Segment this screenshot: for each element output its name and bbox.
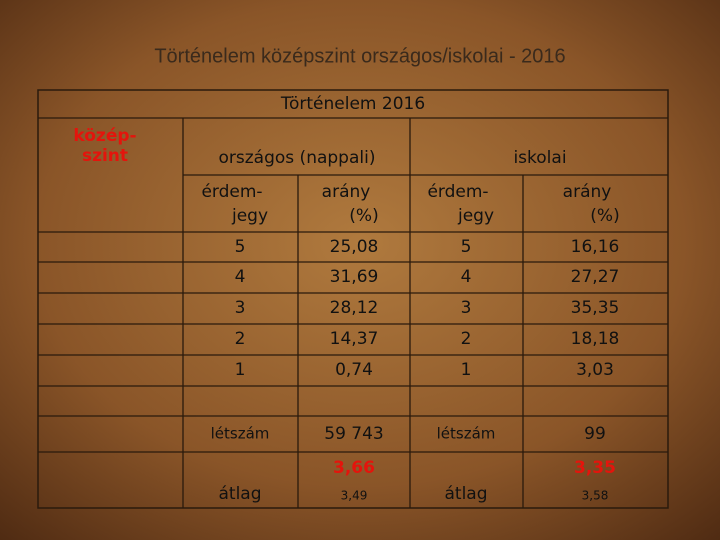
cell: 0,74 — [335, 360, 373, 380]
cell: 27,27 — [571, 267, 620, 287]
cell: 59 743 — [324, 424, 383, 444]
cell: 25,08 — [330, 237, 379, 257]
cell: létszám — [211, 425, 270, 443]
column-header: érdem- — [201, 182, 262, 202]
table-caption: Történelem 2016 — [280, 94, 425, 114]
average-label: átlag — [218, 484, 261, 504]
row-label: szint — [82, 146, 128, 166]
group-header: országos (nappali) — [219, 148, 376, 168]
cell: 28,12 — [330, 298, 379, 318]
average-value: 3,35 — [574, 458, 616, 478]
cell: létszám — [437, 425, 496, 443]
column-header: érdem- — [427, 182, 488, 202]
cell: 3 — [235, 298, 246, 318]
group-header: iskolai — [513, 148, 566, 168]
cell: 16,16 — [571, 237, 620, 257]
average-label: átlag — [444, 484, 487, 504]
slide-title: Történelem középszint országos/iskolai -… — [154, 45, 565, 67]
cell: 2 — [461, 329, 472, 349]
cell: 14,37 — [330, 329, 379, 349]
table-body: érdem-jegy arány (%) érdem-jegy arány (%) 5 25,… — [201, 182, 619, 504]
table-grid — [37, 89, 669, 509]
average-value: 3,66 — [333, 458, 375, 478]
cell: 5 — [461, 237, 472, 257]
cell: 5 — [235, 237, 246, 257]
cell: 1 — [235, 360, 246, 380]
column-header: jegy — [231, 206, 268, 226]
cell: 1 — [461, 360, 472, 380]
cell: 35,35 — [571, 298, 620, 318]
cell: 3 — [461, 298, 472, 318]
cell: 4 — [461, 267, 472, 287]
column-header: arány — [322, 182, 371, 202]
row-label: közép- — [73, 126, 136, 146]
cell: 3,03 — [576, 360, 614, 380]
cell: 2 — [235, 329, 246, 349]
column-header: jegy — [457, 206, 494, 226]
cell: 18,18 — [571, 329, 620, 349]
column-header: (%) — [349, 206, 378, 226]
column-header: arány — [563, 182, 612, 202]
cell: 31,69 — [330, 267, 379, 287]
cell: 4 — [235, 267, 246, 287]
previous-average: 3,49 — [341, 489, 368, 503]
column-header: (%) — [590, 206, 619, 226]
previous-average: 3,58 — [582, 489, 609, 503]
cell: 99 — [584, 424, 606, 444]
